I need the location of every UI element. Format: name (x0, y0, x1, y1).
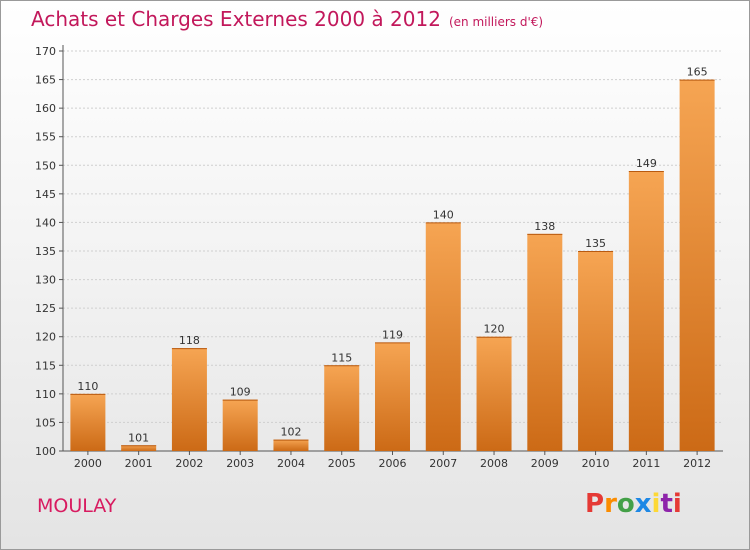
y-tick-label: 130 (35, 274, 56, 287)
data-label: 119 (382, 328, 403, 341)
y-tick-label: 150 (35, 159, 56, 172)
bar (121, 445, 157, 451)
x-tick-label: 2000 (74, 457, 102, 470)
chart-title: Achats et Charges Externes 2000 à 2012 (e… (31, 7, 543, 31)
y-tick-label: 115 (35, 359, 56, 372)
data-label: 102 (280, 426, 301, 439)
bar (679, 79, 715, 452)
data-label: 165 (687, 66, 708, 79)
x-tick-label: 2005 (328, 457, 356, 470)
labels: 110 2000 101 2001 118 2002 109 2003 102 2004 115 20… (74, 66, 711, 470)
chart-subtitle: (en milliers d'€) (448, 15, 544, 29)
data-label: 140 (433, 208, 454, 221)
brand-letter: x (634, 489, 652, 519)
x-tick-label: 2004 (277, 457, 305, 470)
y-tick-label: 160 (35, 102, 56, 115)
y-tick-label: 170 (35, 45, 56, 58)
y-tick-label: 100 (35, 445, 56, 458)
bar (476, 336, 512, 451)
y-tick-label: 125 (35, 302, 56, 315)
y-tick-label: 140 (35, 216, 56, 229)
bar (222, 399, 258, 451)
x-tick-label: 2006 (379, 457, 407, 470)
data-label: 109 (230, 386, 251, 399)
x-tick-label: 2011 (632, 457, 660, 470)
brand-letter: i (651, 489, 661, 519)
y-tick-label: 165 (35, 74, 56, 87)
chart-title-text: Achats et Charges Externes 2000 à 2012 (31, 7, 441, 31)
data-label: 149 (636, 157, 657, 170)
x-tick-label: 2012 (683, 457, 711, 470)
bars (70, 79, 715, 452)
x-tick-label: 2008 (480, 457, 508, 470)
brand-letter: P (585, 489, 605, 519)
x-tick-label: 2003 (226, 457, 254, 470)
axes: 100 105 110 115 120 125 130 135 140 145 150 155 160 1… (35, 45, 723, 458)
y-tick-label: 155 (35, 131, 56, 144)
x-tick-label: 2001 (125, 457, 153, 470)
data-label: 120 (484, 323, 505, 336)
x-tick-label: 2002 (175, 457, 203, 470)
y-tick-label: 105 (35, 416, 56, 429)
bar (578, 251, 614, 451)
bar (171, 348, 207, 451)
data-label: 135 (585, 237, 606, 250)
bar (273, 439, 309, 451)
x-tick-label: 2010 (582, 457, 610, 470)
brand-letter: i (672, 489, 682, 519)
x-tick-label: 2009 (531, 457, 559, 470)
bar (70, 393, 106, 451)
bar (628, 171, 664, 451)
y-tick-label: 145 (35, 188, 56, 201)
data-label: 138 (534, 220, 555, 233)
bar (375, 342, 410, 451)
data-label: 118 (179, 334, 200, 347)
brand-letter: t (660, 489, 673, 519)
brand-letter: r (604, 489, 617, 519)
y-tick-label: 110 (35, 388, 56, 401)
bar (425, 222, 461, 451)
place-name: MOULAY (37, 495, 117, 517)
y-tick-label: 120 (35, 331, 56, 344)
data-label: 115 (331, 351, 352, 364)
proxiti-logo: Proxiti (585, 489, 682, 519)
bar (324, 365, 360, 451)
x-tick-label: 2007 (429, 457, 457, 470)
data-label: 101 (128, 431, 149, 444)
brand-letter: o (616, 489, 635, 519)
bar-chart: 100 105 110 115 120 125 130 135 140 145 150 155 160 1… (35, 45, 723, 470)
y-tick-label: 135 (35, 245, 56, 258)
data-label: 110 (77, 380, 98, 393)
bar (527, 233, 563, 451)
